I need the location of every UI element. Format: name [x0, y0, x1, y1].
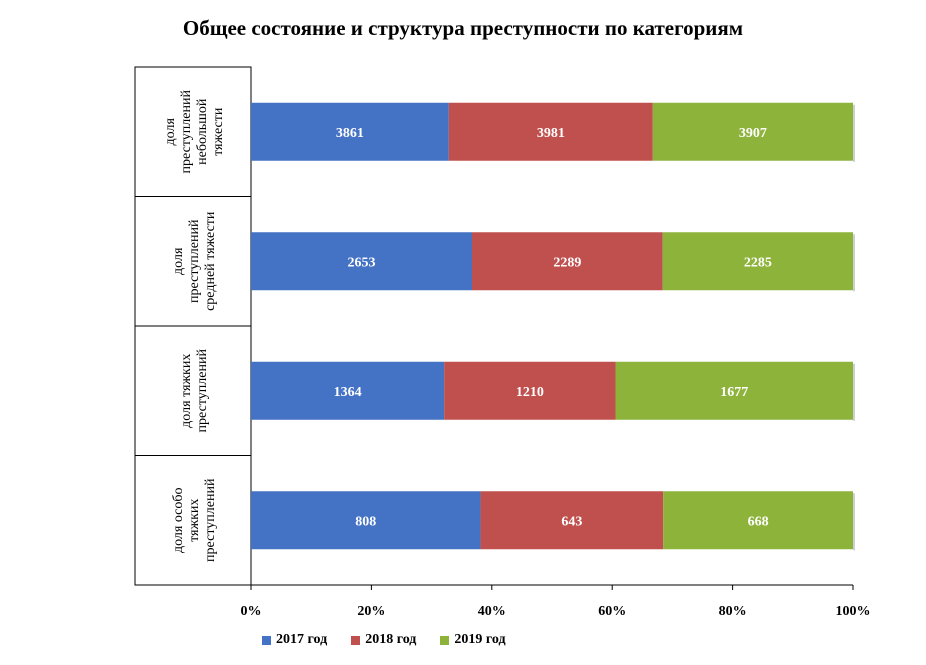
bar-segment [251, 491, 481, 550]
x-tick-label: 40% [478, 604, 506, 619]
bar-segment [662, 232, 853, 291]
x-tick-label: 20% [357, 604, 385, 619]
bar-segment [615, 361, 853, 420]
category-label: доля преступлений небольшой тяжести [163, 90, 226, 174]
chart-title: Общее состояние и структура преступности… [182, 16, 744, 40]
legend-item: 2018 год [351, 632, 416, 648]
bar-segment [444, 361, 616, 420]
category-label-line: преступлений [179, 90, 194, 174]
legend-label: 2018 год [365, 632, 417, 647]
x-tick-label: 100% [836, 604, 871, 619]
data-label: 1677 [720, 385, 748, 400]
category-label-line: тяжких [187, 499, 202, 542]
bar-segment [663, 491, 853, 550]
x-tick-label: 0% [241, 604, 262, 619]
bar-segment [480, 491, 664, 550]
category-label-line: доля особо [171, 487, 186, 553]
category-label-line: преступлений [203, 478, 218, 562]
legend-item: 2017 год [262, 632, 327, 648]
data-label: 3907 [739, 126, 767, 141]
x-tick-label: 60% [598, 604, 626, 619]
bar-segment [652, 102, 853, 161]
data-label: 808 [355, 514, 376, 529]
category-label-line: средней тяжести [203, 211, 218, 311]
category-label-line: небольшой [195, 98, 210, 165]
legend-item: 2019 год [440, 632, 506, 648]
category-label-line: преступлений [187, 219, 202, 303]
category-label-line: доля [171, 247, 186, 275]
legend-label: 2019 год [454, 632, 506, 647]
data-label: 1210 [516, 385, 544, 400]
bar-segment [448, 102, 653, 161]
data-label: 643 [561, 514, 582, 529]
data-label: 3861 [336, 126, 364, 141]
bar-segment [251, 361, 445, 420]
legend-swatch [440, 635, 450, 645]
category-label: доля преступлений средней тяжести [171, 211, 218, 311]
category-label-line: доля [163, 118, 178, 146]
category-label-line: преступлений [195, 349, 210, 433]
bar-segment [251, 232, 472, 291]
bar-segment [251, 102, 449, 161]
legend: 2017 год 2018 год 2019 год [262, 632, 506, 648]
data-label: 3981 [537, 126, 565, 141]
data-label: 1364 [334, 385, 362, 400]
category-label-line: доля тяжких [179, 354, 194, 428]
category-label: доля тяжких преступлений [179, 349, 210, 433]
legend-swatch [351, 635, 361, 645]
data-label: 2289 [553, 255, 581, 270]
data-label: 2653 [347, 255, 375, 270]
data-label: 2285 [744, 255, 772, 270]
bar-segment [471, 232, 663, 291]
legend-swatch [262, 635, 271, 645]
x-tick-label: 80% [719, 604, 747, 619]
data-label: 668 [748, 514, 769, 529]
category-label-line: тяжести [211, 107, 226, 156]
legend-label: 2017 год [276, 632, 328, 647]
category-label: доля особо тяжких преступлений [171, 478, 218, 562]
